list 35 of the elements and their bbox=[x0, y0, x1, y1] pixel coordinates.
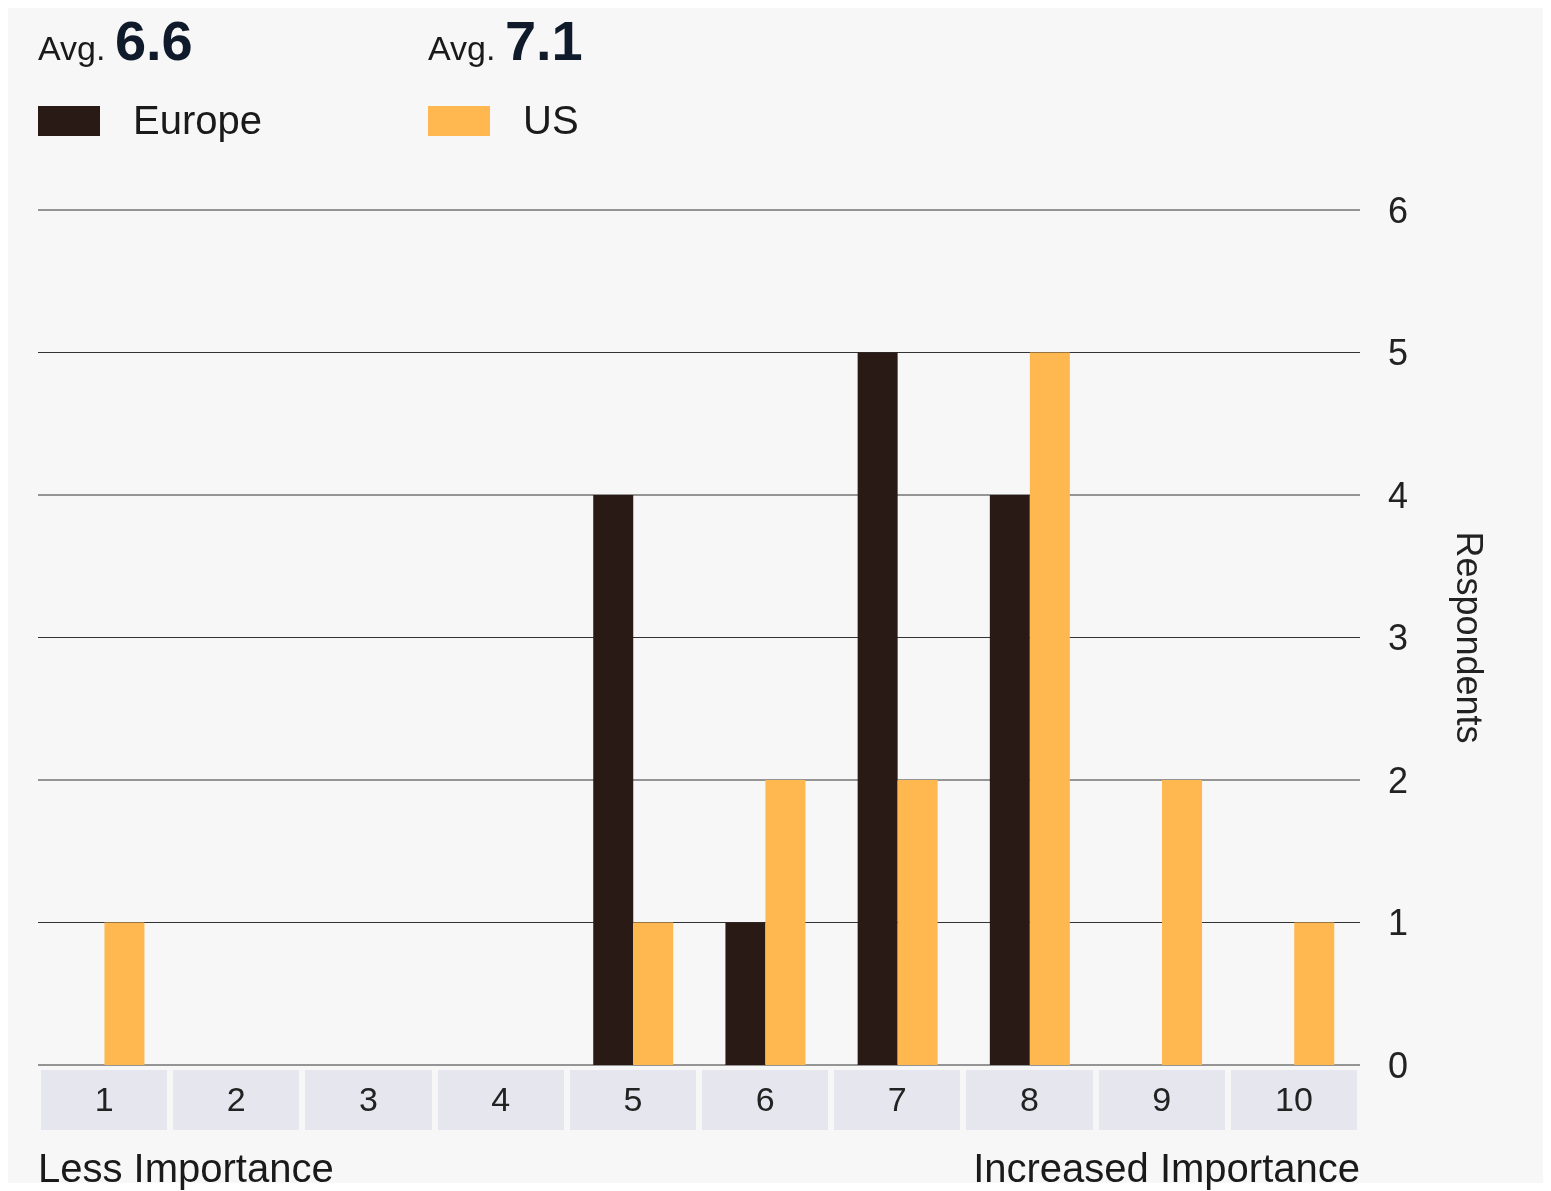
bar bbox=[897, 780, 938, 1065]
bar bbox=[1029, 352, 1070, 1065]
legend-label: Europe bbox=[133, 98, 262, 143]
x-tick-label: 4 bbox=[491, 1080, 511, 1118]
x-tick-label: 7 bbox=[887, 1080, 907, 1118]
text: Increased Importance bbox=[973, 1146, 1360, 1191]
bar bbox=[1294, 922, 1335, 1065]
legend-label: US bbox=[523, 98, 579, 143]
y-tick-label: 5 bbox=[1387, 332, 1409, 374]
bar bbox=[593, 495, 634, 1065]
bar bbox=[765, 780, 806, 1065]
x-tick-label: 8 bbox=[1020, 1080, 1039, 1118]
x-tick-label: 1 bbox=[94, 1080, 114, 1118]
x-tick-label: 10 bbox=[1274, 1080, 1313, 1118]
y-tick-label: 1 bbox=[1387, 902, 1409, 944]
x-tick-label: 3 bbox=[359, 1080, 378, 1118]
y-tick-label: 4 bbox=[1387, 474, 1409, 516]
y-tick-label: 2 bbox=[1387, 759, 1409, 801]
text: Avg. 6.6 bbox=[38, 9, 193, 72]
bar bbox=[104, 922, 145, 1065]
bar bbox=[633, 922, 674, 1065]
y-tick-label: 6 bbox=[1387, 189, 1409, 231]
x-tick-label: 5 bbox=[623, 1080, 643, 1118]
y-tick-label: 0 bbox=[1387, 1044, 1409, 1086]
bar bbox=[1162, 780, 1203, 1065]
bar bbox=[857, 352, 898, 1065]
x-tick-label: 9 bbox=[1152, 1080, 1172, 1118]
x-tick-label: 6 bbox=[755, 1080, 775, 1118]
text: Avg. 7.1 bbox=[428, 9, 583, 72]
x-tick-label: 2 bbox=[226, 1080, 246, 1118]
bar bbox=[989, 495, 1030, 1065]
bar bbox=[725, 922, 766, 1065]
text: Less Importance bbox=[38, 1146, 334, 1191]
y-tick-label: 3 bbox=[1387, 617, 1409, 659]
y-axis-title: Respondents bbox=[1449, 531, 1491, 744]
